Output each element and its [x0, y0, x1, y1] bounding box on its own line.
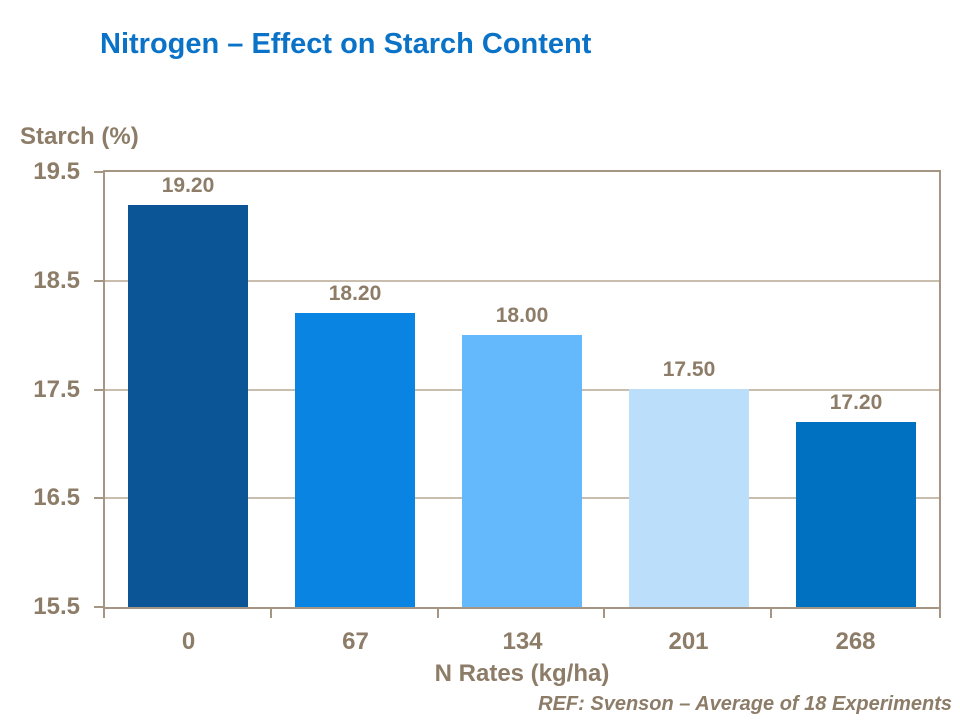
y-tick-mark [94, 280, 103, 282]
plot-area: 19.20 18.20 18.00 17.50 17.20 [103, 170, 941, 609]
x-tick-label: 201 [668, 628, 709, 655]
bar-value-label: 19.20 [161, 174, 215, 197]
x-tick-label: 0 [181, 628, 196, 655]
chart-title: Nitrogen – Effect on Starch Content [100, 28, 592, 60]
x-tick-mark [939, 609, 941, 618]
bar-value-label: 18.00 [495, 304, 549, 327]
x-tick-mark [103, 609, 105, 618]
x-tick-mark [437, 609, 439, 618]
y-tick-label: 19.5 [33, 158, 80, 185]
bar-67 [295, 313, 415, 607]
y-tick-mark [94, 497, 103, 499]
bar-value-label: 17.50 [662, 358, 716, 381]
bar-268 [796, 422, 916, 607]
x-tick-mark [603, 609, 605, 618]
y-axis-title: Starch (%) [20, 123, 139, 150]
x-tick-mark [270, 609, 272, 618]
x-tick-label: 67 [342, 628, 369, 655]
x-tick-label: 134 [502, 628, 543, 655]
y-tick-label: 16.5 [33, 484, 80, 511]
bar-value-label: 18.20 [328, 282, 382, 305]
y-tick-label: 18.5 [33, 267, 80, 294]
x-tick-mark [770, 609, 772, 618]
x-axis-title: N Rates (kg/ha) [434, 660, 610, 687]
y-tick-mark [94, 389, 103, 391]
x-tick-label: 268 [835, 628, 876, 655]
bar-201 [629, 389, 749, 607]
bar-0 [128, 205, 248, 607]
bar-134 [462, 335, 582, 607]
y-tick-mark [94, 171, 103, 173]
y-tick-label: 17.5 [33, 376, 80, 403]
reference-note: REF: Svenson – Average of 18 Experiments [538, 693, 952, 715]
y-tick-mark [94, 606, 103, 608]
y-tick-label: 15.5 [33, 593, 80, 620]
bar-value-label: 17.20 [829, 391, 883, 414]
gridline [105, 280, 939, 282]
